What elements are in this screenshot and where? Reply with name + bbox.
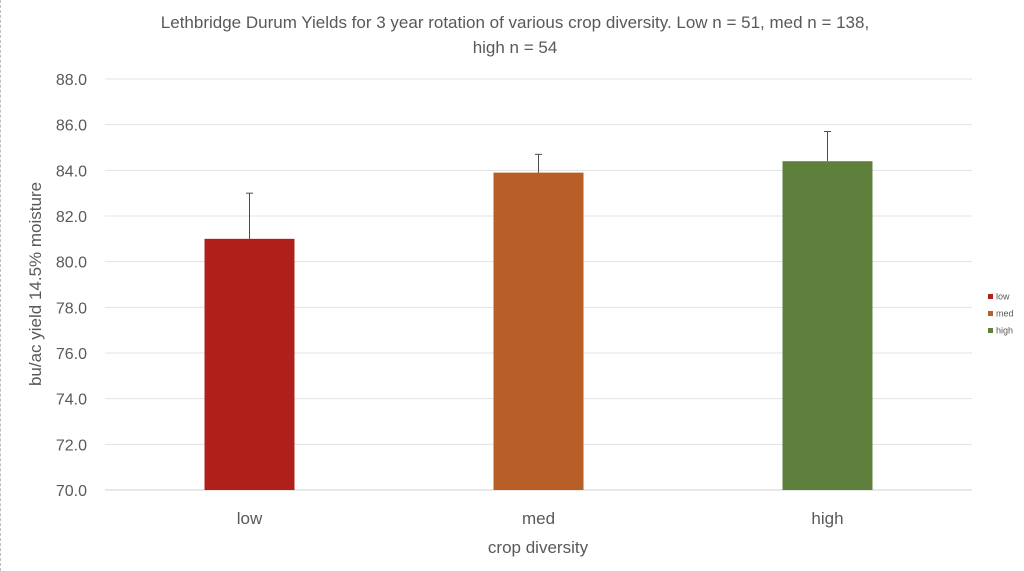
y-axis-tick-labels: 70.0 72.0 74.0 76.0 78.0 80.0 82.0 84.0 86.0 88.0 bbox=[56, 72, 87, 500]
y-tick-label: 86.0 bbox=[56, 118, 87, 135]
y-tick-label: 74.0 bbox=[56, 392, 87, 409]
y-tick-label: 78.0 bbox=[56, 300, 87, 317]
bar-high bbox=[782, 161, 873, 490]
chart-title: Lethbridge Durum Yields for 3 year rotat… bbox=[161, 13, 869, 57]
legend-swatch-med bbox=[988, 311, 993, 316]
legend-label-high: high bbox=[996, 326, 1013, 336]
x-axis-category-labels: low med high bbox=[237, 509, 844, 528]
x-category-label-high: high bbox=[811, 509, 843, 528]
y-tick-label: 80.0 bbox=[56, 255, 87, 272]
legend-label-low: low bbox=[996, 292, 1010, 302]
bar-low bbox=[204, 238, 295, 490]
y-tick-label: 70.0 bbox=[56, 483, 87, 500]
x-category-label-med: med bbox=[522, 509, 555, 528]
legend-swatch-low bbox=[988, 294, 993, 299]
legend-swatch-high bbox=[988, 328, 993, 333]
x-axis-title: crop diversity bbox=[488, 538, 589, 557]
x-category-label-low: low bbox=[237, 509, 263, 528]
chart-title-line-1: Lethbridge Durum Yields for 3 year rotat… bbox=[161, 13, 869, 32]
bar-med bbox=[493, 172, 584, 490]
y-tick-label: 72.0 bbox=[56, 437, 87, 454]
y-tick-label: 82.0 bbox=[56, 209, 87, 226]
y-tick-label: 84.0 bbox=[56, 163, 87, 180]
error-bars bbox=[246, 131, 831, 239]
bars bbox=[204, 161, 873, 490]
y-tick-label: 88.0 bbox=[56, 72, 87, 89]
y-tick-label: 76.0 bbox=[56, 346, 87, 363]
legend: low med high bbox=[988, 292, 1014, 336]
window-left-edge bbox=[0, 0, 2, 571]
y-axis-title: bu/ac yield 14.5% moisture bbox=[26, 182, 45, 386]
legend-label-med: med bbox=[996, 309, 1014, 319]
chart-title-line-2: high n = 54 bbox=[473, 38, 558, 57]
